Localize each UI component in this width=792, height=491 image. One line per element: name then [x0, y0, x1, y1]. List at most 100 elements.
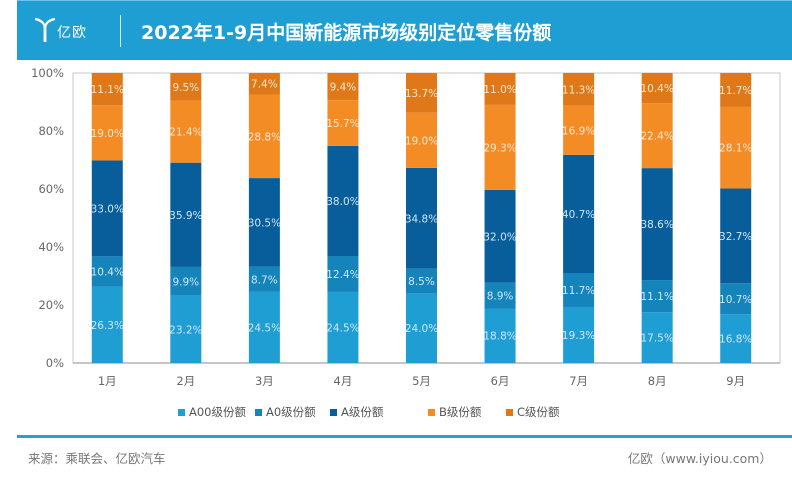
data-label: 19.0%: [91, 128, 124, 140]
bar-segment-4: [248, 94, 280, 179]
bar-segment-1: [484, 308, 516, 363]
legend-item: A00级份额: [178, 404, 246, 420]
data-label: 32.0%: [483, 231, 516, 243]
data-label: 11.3%: [562, 84, 595, 96]
x-tick-label: 8月: [648, 374, 667, 388]
data-label: 26.3%: [91, 320, 124, 332]
bar-segment-5: [720, 73, 752, 107]
data-label: 11.0%: [483, 84, 516, 96]
data-label: 16.9%: [562, 125, 595, 137]
data-label: 8.9%: [487, 291, 514, 303]
y-tick-label: 0%: [46, 356, 64, 370]
legend-swatch-icon: [255, 408, 262, 416]
data-label: 11.7%: [562, 285, 595, 297]
y-tick-label: 100%: [31, 66, 64, 80]
data-label: 40.7%: [562, 209, 595, 221]
data-label: 11.7%: [719, 85, 752, 97]
legend-label: A0级份额: [266, 405, 316, 419]
legend-swatch-icon: [428, 408, 435, 416]
legend-swatch-icon: [178, 408, 185, 416]
data-label: 13.7%: [405, 88, 438, 100]
data-label: 24.5%: [248, 322, 281, 334]
data-label: 8.7%: [251, 274, 278, 286]
data-label: 38.6%: [640, 219, 673, 231]
bar-segment-4: [406, 112, 437, 168]
legend-swatch-icon: [330, 408, 337, 416]
legend-label: A00级份额: [189, 405, 246, 419]
bar-segment-3: [563, 154, 595, 274]
data-label: 24.5%: [326, 322, 359, 334]
bar-segment-2: [720, 283, 752, 315]
bar-segment-2: [563, 273, 595, 307]
bar-segment-3: [720, 188, 752, 284]
data-label: 33.0%: [91, 203, 124, 215]
data-label: 15.7%: [326, 118, 359, 130]
footer-divider: [17, 435, 792, 438]
data-label: 23.2%: [169, 324, 202, 336]
source-note: 来源：乘联会、亿欧汽车: [28, 451, 166, 466]
bar-segment-5: [484, 73, 516, 105]
bar-segment-3: [91, 160, 123, 257]
data-label: 11.1%: [640, 291, 673, 303]
data-label: 22.4%: [640, 131, 673, 143]
legend-item: A级份额: [330, 404, 383, 420]
data-label: 29.3%: [483, 142, 516, 154]
data-label: 16.8%: [719, 334, 752, 346]
bar-segment-3: [170, 162, 202, 267]
data-label: 38.0%: [326, 196, 359, 208]
bar-segment-2: [170, 266, 202, 296]
bar-segment-1: [91, 286, 123, 363]
bar-segment-4: [641, 103, 673, 169]
data-label: 35.9%: [169, 210, 202, 222]
x-tick-label: 6月: [491, 374, 510, 388]
bar-segment-5: [563, 73, 595, 106]
bar-segment-5: [91, 73, 123, 106]
legend-item: C级份额: [506, 404, 560, 420]
bar-segment-1: [720, 314, 752, 363]
bar-segment-4: [720, 106, 752, 189]
legend-label: C级份额: [517, 405, 560, 419]
x-tick-label: 4月: [334, 374, 353, 388]
x-tick-label: 3月: [255, 374, 274, 388]
bar-segment-1: [406, 293, 437, 363]
y-tick-label: 20%: [38, 298, 64, 312]
data-label: 10.4%: [91, 266, 124, 278]
bar-segment-4: [91, 105, 123, 161]
legend-item: A0级份额: [255, 404, 316, 420]
bar-segment-5: [641, 73, 673, 104]
bar-segment-3: [248, 178, 280, 267]
data-label: 28.1%: [719, 143, 752, 155]
legend-label: B级份额: [439, 405, 482, 419]
bar-segment-4: [484, 104, 516, 190]
bar-segment-3: [641, 168, 673, 281]
bar-segment-5: [248, 73, 280, 95]
bar-segment-2: [406, 268, 437, 294]
bar-segment-1: [327, 291, 359, 363]
data-label: 19.3%: [562, 330, 595, 342]
x-tick-label: 9月: [726, 374, 745, 388]
bar-segment-4: [563, 105, 595, 155]
data-label: 9.4%: [330, 82, 357, 94]
chart-legend: A00级份额 A0级份额 A级份额 B级份额 C级份额: [0, 404, 792, 424]
bar-segment-1: [563, 306, 595, 363]
bar-segment-5: [406, 73, 437, 113]
data-label: 9.9%: [172, 276, 199, 288]
x-tick-label: 2月: [176, 374, 195, 388]
y-tick-label: 80%: [38, 124, 64, 138]
data-label: 7.4%: [251, 79, 278, 91]
bar-segment-3: [327, 145, 359, 256]
legend-item: B级份额: [428, 404, 481, 420]
bar-segment-2: [641, 280, 673, 313]
bar-segment-4: [327, 100, 359, 146]
bar-segment-3: [406, 167, 437, 269]
page-title: 2022年1-9月中国新能源市场级别定位零售份额: [141, 22, 552, 44]
data-label: 12.4%: [326, 269, 359, 281]
data-label: 18.8%: [483, 331, 516, 343]
x-tick-label: 1月: [98, 374, 117, 388]
data-label: 21.4%: [169, 127, 202, 139]
bar-segment-3: [484, 189, 516, 283]
legend-swatch-icon: [506, 408, 513, 416]
y-tick-label: 40%: [38, 240, 64, 254]
data-label: 32.7%: [719, 231, 752, 243]
bar-segment-1: [641, 312, 673, 363]
